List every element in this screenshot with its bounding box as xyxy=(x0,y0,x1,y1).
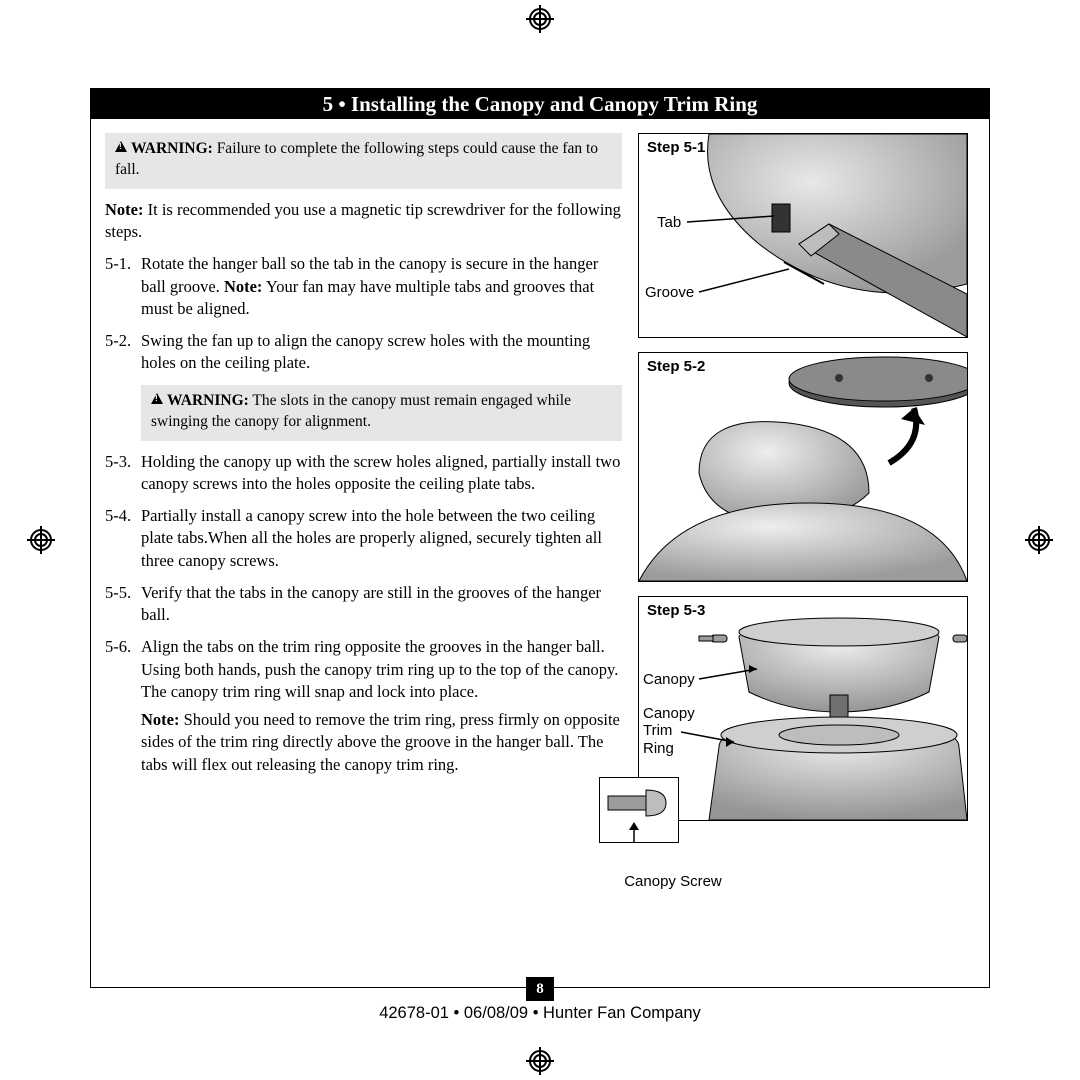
registration-mark-icon xyxy=(30,529,52,551)
step-5-5: 5-5. Verify that the tabs in the canopy … xyxy=(105,582,622,627)
step-5-1: 5-1. Rotate the hanger ball so the tab i… xyxy=(105,253,622,320)
warning-box-main: WARNING: Failure to complete the followi… xyxy=(105,133,622,189)
figure-5-3: Step 5-3 Canopy Canopy Trim Ring xyxy=(638,596,968,821)
steps-list-1: 5-1. Rotate the hanger ball so the tab i… xyxy=(105,253,622,374)
step-5-6: 5-6. Align the tabs on the trim ring opp… xyxy=(105,636,622,776)
registration-mark-icon xyxy=(529,1050,551,1072)
warning-icon xyxy=(115,141,127,152)
figure-5-1: Step 5-1 Tab Groove xyxy=(638,133,968,338)
footer-text: 42678-01 • 06/08/09 • Hunter Fan Company xyxy=(0,1004,1080,1023)
callout-groove: Groove xyxy=(645,284,694,301)
figure-label: Step 5-1 xyxy=(647,139,705,156)
page-frame: 5 • Installing the Canopy and Canopy Tri… xyxy=(90,88,990,988)
section-title: Installing the Canopy and Canopy Trim Ri… xyxy=(351,92,758,116)
illustration-5-2 xyxy=(639,353,967,581)
figure-label: Step 5-3 xyxy=(647,602,705,619)
step-5-3: 5-3. Holding the canopy up with the scre… xyxy=(105,451,622,496)
canopy-screw-icon xyxy=(600,778,678,842)
warning-label: WARNING: xyxy=(131,140,213,157)
registration-mark-icon xyxy=(529,8,551,30)
registration-mark-icon xyxy=(1028,529,1050,551)
figure-column: Step 5-1 Tab Groove xyxy=(638,133,968,835)
callout-canopy-screw: Canopy Screw xyxy=(593,873,753,890)
inset-canopy-screw xyxy=(599,777,679,843)
warning-icon xyxy=(151,393,163,404)
warning-box-inline: WARNING: The slots in the canopy must re… xyxy=(141,385,622,441)
figure-label: Step 5-2 xyxy=(647,358,705,375)
section-title-bar: 5 • Installing the Canopy and Canopy Tri… xyxy=(91,89,989,119)
text-column: WARNING: Failure to complete the followi… xyxy=(105,133,638,835)
step-5-2: 5-2. Swing the fan up to align the canop… xyxy=(105,330,622,375)
steps-list-2: 5-3. Holding the canopy up with the scre… xyxy=(105,451,622,776)
callout-canopy: Canopy xyxy=(643,671,695,688)
step-5-4: 5-4. Partially install a canopy screw in… xyxy=(105,505,622,572)
callout-tab: Tab xyxy=(657,214,681,231)
illustration-5-1 xyxy=(639,134,967,337)
figure-5-2: Step 5-2 xyxy=(638,352,968,582)
section-number: 5 xyxy=(323,92,334,116)
page-number: 8 xyxy=(526,977,554,1001)
note-intro: Note: It is recommended you use a magnet… xyxy=(105,199,622,244)
callout-canopy-trim-ring: Canopy Trim Ring xyxy=(643,705,695,757)
